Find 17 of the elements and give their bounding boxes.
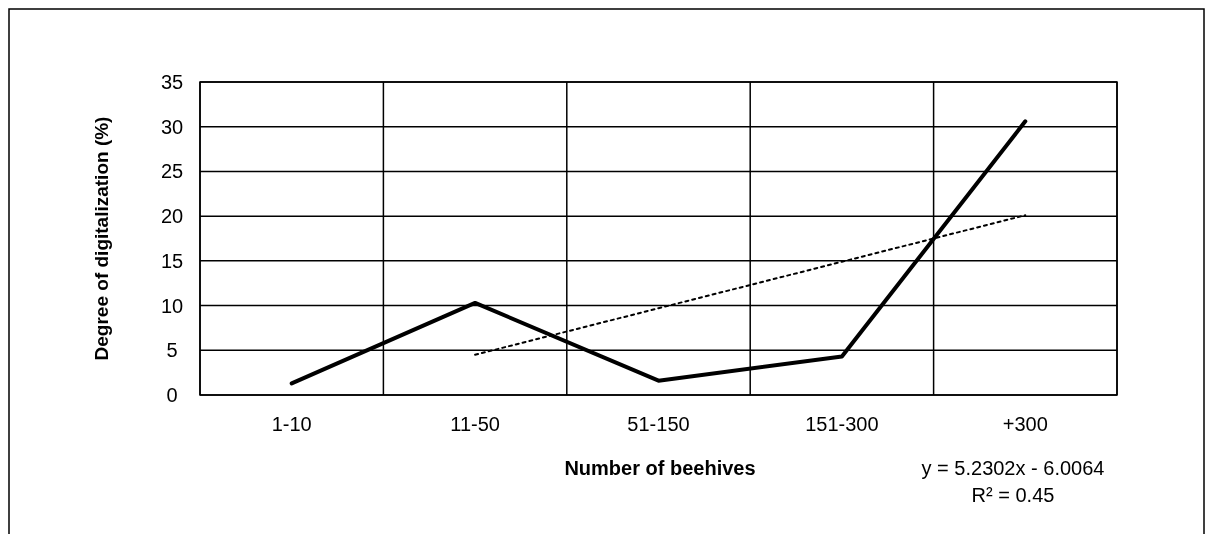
y-tick-label: 5 (166, 339, 178, 362)
y-tick-label: 20 (160, 205, 184, 228)
y-tick-label: 25 (160, 160, 184, 183)
y-tick-label: 15 (160, 249, 184, 272)
y-axis-title: Degree of digitalization (%) (91, 116, 112, 361)
x-tick-label: 11-50 (450, 413, 500, 435)
y-tick-label: 10 (160, 294, 184, 317)
x-tick-label: +300 (1002, 413, 1048, 435)
y-tick-label: 0 (166, 384, 178, 406)
text: R² = 0.45 (971, 484, 1055, 506)
text: y = 5.2302x - 6.0064 (921, 457, 1105, 479)
y-tick-label: 35 (160, 71, 184, 93)
y-tick-label: 30 (160, 115, 184, 138)
x-axis-title: Number of beehives (564, 457, 756, 479)
x-tick-label: 51-150 (627, 413, 690, 435)
x-tick-label: 1-10 (271, 413, 312, 435)
x-tick-label: 151-300 (805, 413, 879, 435)
